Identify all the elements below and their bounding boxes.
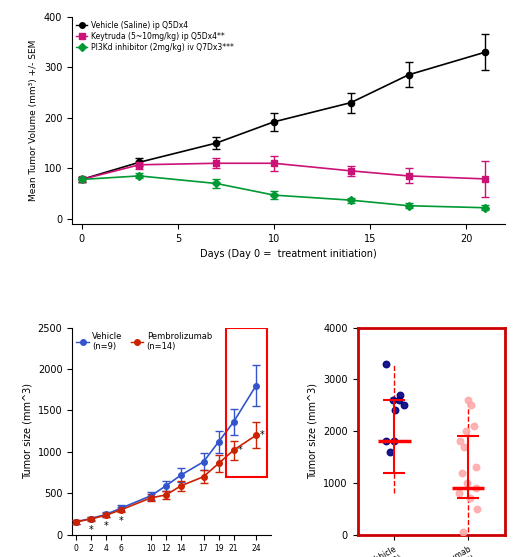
Text: *: * bbox=[104, 521, 108, 531]
Point bbox=[386, 447, 394, 456]
Y-axis label: Tumor size (mm^3): Tumor size (mm^3) bbox=[308, 383, 318, 479]
Point bbox=[382, 359, 390, 368]
Point bbox=[467, 401, 475, 410]
Text: *: * bbox=[260, 430, 265, 440]
Point bbox=[455, 489, 463, 498]
Point bbox=[463, 478, 471, 487]
Point bbox=[382, 437, 390, 446]
Point bbox=[464, 395, 472, 404]
X-axis label: Days (Day 0 =  treatment initiation): Days (Day 0 = treatment initiation) bbox=[200, 249, 377, 259]
Point bbox=[461, 427, 470, 436]
Text: *: * bbox=[118, 516, 123, 526]
Text: *: * bbox=[89, 525, 93, 535]
Legend: Vehicle
(n=9), Pembrolizumab
(n=14): Vehicle (n=9), Pembrolizumab (n=14) bbox=[76, 331, 212, 351]
Point bbox=[472, 463, 480, 472]
Y-axis label: Mean Tumor Volume (mm³) +/- SEM: Mean Tumor Volume (mm³) +/- SEM bbox=[29, 40, 38, 201]
Legend: Vehicle (Saline) ip Q5Dx4, Keytruda (5~10mg/kg) ip Q5Dx4**, PI3Kd inhibitor (2mg: Vehicle (Saline) ip Q5Dx4, Keytruda (5~1… bbox=[76, 21, 234, 52]
Point bbox=[472, 483, 480, 492]
Point bbox=[400, 401, 408, 410]
Point bbox=[459, 527, 467, 536]
Text: *: * bbox=[237, 445, 242, 455]
Bar bbox=[226, 328, 267, 477]
Point bbox=[458, 468, 467, 477]
Point bbox=[472, 505, 480, 514]
Point bbox=[396, 390, 404, 399]
Point bbox=[394, 395, 403, 404]
Point bbox=[455, 437, 464, 446]
Point bbox=[389, 395, 398, 404]
Point bbox=[470, 422, 478, 431]
Point bbox=[466, 494, 474, 503]
Point bbox=[390, 437, 399, 446]
Point bbox=[460, 442, 468, 451]
Y-axis label: Tumor size (mm^3): Tumor size (mm^3) bbox=[22, 383, 32, 479]
Point bbox=[391, 406, 399, 415]
